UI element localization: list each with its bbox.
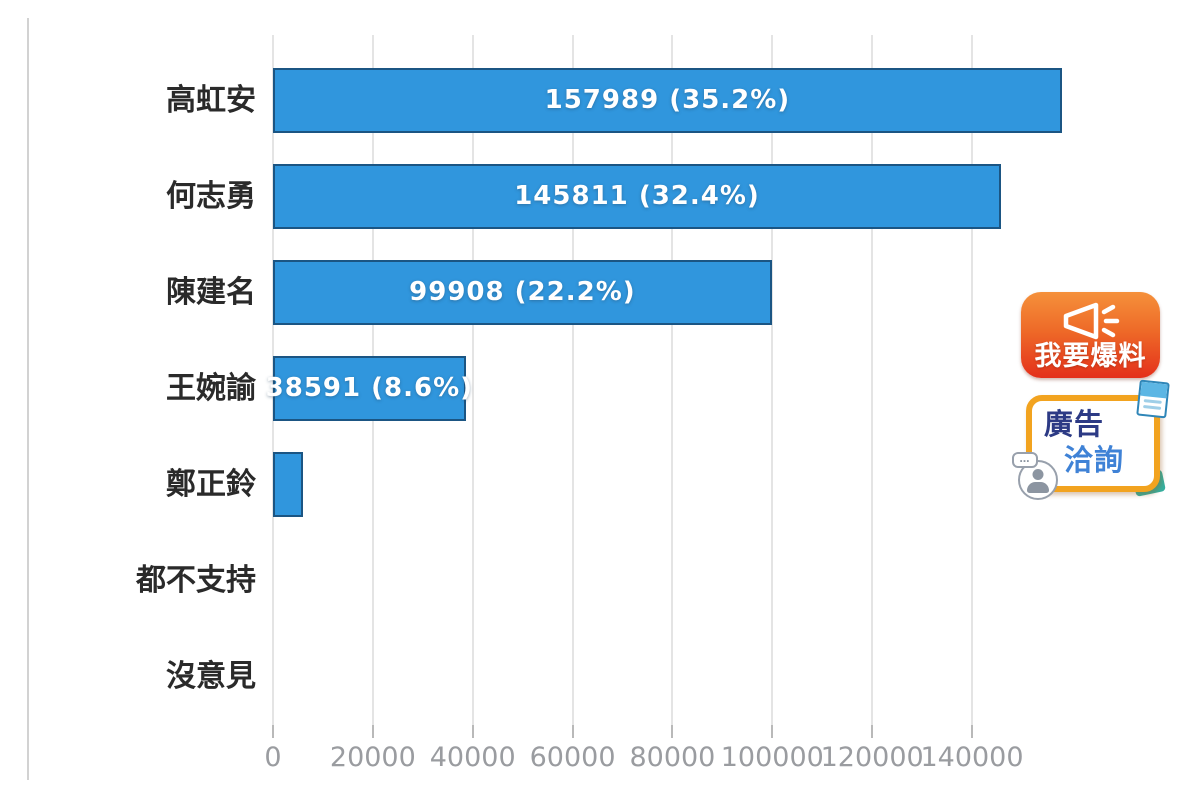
- category-label: 王婉諭: [166, 370, 256, 406]
- report-badge-label: 我要爆料: [1034, 341, 1147, 372]
- x-axis-tick: [771, 725, 774, 738]
- x-axis-tick: [871, 725, 874, 738]
- x-axis-tick: [471, 725, 474, 738]
- category-label: 沒意見: [166, 658, 256, 694]
- bar: [273, 163, 1001, 229]
- ad-badge-line1: 廣告: [1044, 407, 1105, 441]
- x-tick-label: 40000: [429, 742, 516, 773]
- speech-bubble-icon: …: [1012, 452, 1038, 468]
- x-tick-label: 100000: [720, 742, 824, 773]
- category-label: 都不支持: [136, 562, 256, 598]
- report-badge[interactable]: 我要爆料: [1021, 292, 1160, 378]
- x-axis-tick: [571, 725, 574, 738]
- x-tick-label: 20000: [329, 742, 416, 773]
- document-icon: [1136, 379, 1170, 419]
- bar-value-label: 145811 (32.4%): [514, 181, 760, 211]
- x-tick-label: 60000: [529, 742, 616, 773]
- category-label: 高虹安: [166, 82, 256, 118]
- bar: [273, 67, 1062, 133]
- x-axis-tick: [371, 725, 374, 738]
- person-icon: [1018, 460, 1058, 500]
- bar: [273, 355, 466, 421]
- bar: [273, 451, 303, 517]
- gridline: [671, 35, 674, 725]
- page-left-border: [27, 18, 29, 780]
- x-tick-label: 120000: [820, 742, 924, 773]
- x-tick-label: 0: [264, 742, 282, 773]
- x-axis-tick: [272, 725, 274, 738]
- megaphone-icon: [1063, 302, 1119, 340]
- bar-value-label: 99908 (22.2%): [409, 277, 636, 307]
- x-axis-tick: [971, 725, 973, 738]
- bar-value-label: 38591 (8.6%): [265, 373, 474, 403]
- gridline: [771, 35, 774, 725]
- gridline: [871, 35, 874, 725]
- bar-value-label: 157989 (35.2%): [544, 85, 791, 115]
- gridline: [971, 35, 973, 725]
- category-label: 陳建名: [166, 274, 256, 310]
- gridline: [471, 35, 474, 725]
- ad-inquiry-badge[interactable]: 廣告 洽詢 …: [1012, 379, 1170, 500]
- category-label: 鄭正鈴: [166, 466, 256, 502]
- category-label: 何志勇: [166, 178, 256, 214]
- gridline: [571, 35, 574, 725]
- x-tick-label: 80000: [629, 742, 716, 773]
- x-axis-tick: [671, 725, 674, 738]
- bar: [273, 259, 772, 325]
- x-tick-label: 140000: [920, 742, 1024, 773]
- ad-badge-line2: 洽詢: [1064, 443, 1125, 477]
